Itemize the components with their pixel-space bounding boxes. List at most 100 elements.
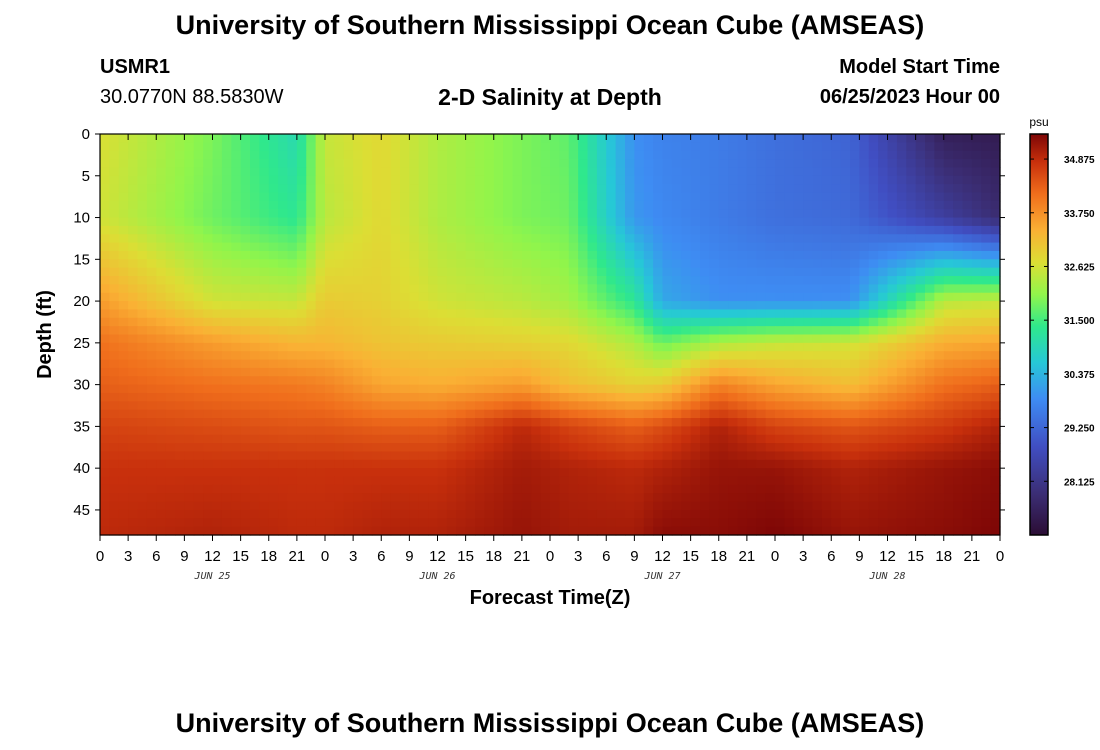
heatmap-cell bbox=[840, 501, 851, 511]
heatmap-cell bbox=[700, 301, 710, 311]
heatmap-cell bbox=[240, 284, 251, 294]
heatmap-cell bbox=[250, 451, 260, 461]
heatmap-cell bbox=[906, 309, 917, 319]
heatmap-cell bbox=[606, 426, 617, 436]
heatmap-cell bbox=[756, 451, 767, 461]
heatmap-cell bbox=[503, 409, 514, 419]
heatmap-cell bbox=[371, 192, 382, 202]
heatmap-cell bbox=[821, 434, 832, 444]
heatmap-cell bbox=[634, 284, 645, 294]
heatmap-cell bbox=[118, 317, 129, 327]
heatmap-cell bbox=[446, 351, 457, 361]
y-tick-label: 20 bbox=[73, 293, 90, 310]
heatmap-cell bbox=[775, 434, 785, 444]
heatmap-cell bbox=[428, 259, 439, 269]
heatmap-cell bbox=[559, 159, 570, 169]
heatmap-cell bbox=[109, 200, 120, 210]
heatmap-cell bbox=[296, 376, 307, 386]
heatmap-cell bbox=[231, 434, 242, 444]
heatmap-cell bbox=[934, 292, 945, 302]
heatmap-cell bbox=[559, 493, 570, 503]
heatmap-cell bbox=[268, 509, 279, 519]
heatmap-cell bbox=[915, 518, 926, 528]
heatmap-cell bbox=[784, 276, 795, 285]
heatmap-cell bbox=[250, 200, 260, 210]
heatmap-cell bbox=[681, 392, 692, 402]
heatmap-cell bbox=[250, 459, 260, 469]
heatmap-cell bbox=[878, 209, 889, 219]
heatmap-cell bbox=[137, 351, 148, 361]
heatmap-cell bbox=[390, 284, 401, 294]
heatmap-cell bbox=[887, 342, 898, 352]
heatmap-cell bbox=[278, 409, 289, 419]
heatmap-cell bbox=[184, 259, 195, 269]
heatmap-cell bbox=[803, 426, 814, 436]
heatmap-cell bbox=[925, 451, 935, 461]
heatmap-cell bbox=[484, 384, 495, 394]
heatmap-cell bbox=[381, 175, 392, 185]
heatmap-cell bbox=[915, 501, 926, 511]
heatmap-cell bbox=[906, 401, 917, 411]
heatmap-cell bbox=[100, 209, 110, 219]
heatmap-cell bbox=[690, 134, 701, 143]
heatmap-cell bbox=[662, 526, 673, 536]
heatmap-cell bbox=[465, 418, 476, 427]
heatmap-cell bbox=[887, 184, 898, 194]
heatmap-cell bbox=[109, 334, 120, 344]
heatmap-cell bbox=[700, 342, 710, 352]
heatmap-cell bbox=[634, 134, 645, 143]
heatmap-cell bbox=[737, 184, 748, 194]
heatmap-cell bbox=[184, 209, 195, 219]
heatmap-cell bbox=[128, 184, 139, 194]
heatmap-cell bbox=[990, 459, 1001, 469]
heatmap-cell bbox=[268, 167, 279, 177]
heatmap-cell bbox=[540, 351, 551, 361]
heatmap-cell bbox=[859, 384, 870, 394]
heatmap-cell bbox=[278, 142, 289, 152]
heatmap-cell bbox=[915, 476, 926, 486]
heatmap-cell bbox=[503, 250, 514, 260]
heatmap-cell bbox=[484, 142, 495, 152]
heatmap-cell bbox=[446, 142, 457, 152]
heatmap-cell bbox=[521, 342, 532, 352]
heatmap-cell bbox=[625, 259, 635, 269]
heatmap-cell bbox=[671, 501, 682, 511]
heatmap-cell bbox=[137, 200, 148, 210]
heatmap-cell bbox=[934, 200, 945, 210]
heatmap-cell bbox=[709, 493, 720, 503]
heatmap-cell bbox=[765, 443, 776, 453]
heatmap-cell bbox=[175, 526, 185, 536]
heatmap-cell bbox=[587, 150, 598, 160]
heatmap-cell bbox=[428, 367, 439, 377]
heatmap-cell bbox=[878, 342, 889, 352]
heatmap-cell bbox=[878, 301, 889, 311]
heatmap-cell bbox=[700, 250, 710, 260]
heatmap-cell bbox=[906, 200, 917, 210]
heatmap-cell bbox=[118, 159, 129, 169]
heatmap-cell bbox=[971, 134, 982, 143]
heatmap-cell bbox=[568, 459, 579, 469]
heatmap-cell bbox=[221, 225, 232, 235]
heatmap-cell bbox=[990, 443, 1001, 453]
heatmap-cell bbox=[943, 418, 954, 427]
heatmap-cell bbox=[390, 401, 401, 411]
heatmap-cell bbox=[793, 451, 804, 461]
heatmap-cell bbox=[896, 476, 907, 486]
heatmap-cell bbox=[175, 443, 185, 453]
heatmap-cell bbox=[325, 392, 335, 402]
heatmap-cell bbox=[925, 159, 935, 169]
heatmap-cell bbox=[775, 392, 785, 402]
heatmap-cell bbox=[137, 493, 148, 503]
heatmap-cell bbox=[315, 426, 326, 436]
heatmap-cell bbox=[193, 451, 204, 461]
heatmap-cell bbox=[100, 150, 110, 160]
heatmap-cell bbox=[784, 342, 795, 352]
heatmap-cell bbox=[737, 526, 748, 536]
heatmap-cell bbox=[156, 292, 167, 302]
heatmap-cell bbox=[925, 292, 935, 302]
heatmap-cell bbox=[934, 267, 945, 277]
heatmap-cell bbox=[268, 276, 279, 285]
heatmap-cell bbox=[100, 234, 110, 244]
heatmap-cell bbox=[971, 250, 982, 260]
heatmap-cell bbox=[521, 493, 532, 503]
